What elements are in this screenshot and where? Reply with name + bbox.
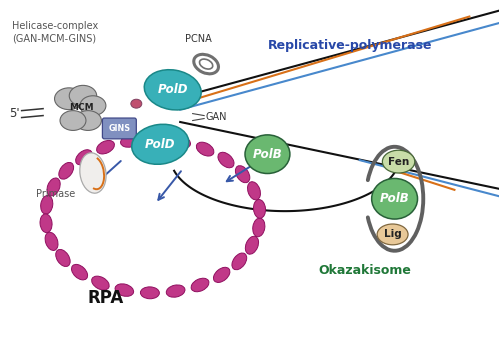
Text: GINS: GINS xyxy=(108,124,130,133)
Text: Fen: Fen xyxy=(388,157,409,167)
Text: Okazakisome: Okazakisome xyxy=(318,264,411,277)
Ellipse shape xyxy=(80,96,106,116)
FancyBboxPatch shape xyxy=(102,118,136,139)
Ellipse shape xyxy=(372,179,418,219)
Ellipse shape xyxy=(248,182,260,200)
Ellipse shape xyxy=(218,152,234,168)
Ellipse shape xyxy=(382,150,415,173)
Ellipse shape xyxy=(172,136,191,148)
Ellipse shape xyxy=(200,59,212,69)
Text: Primase: Primase xyxy=(36,189,75,199)
Ellipse shape xyxy=(45,232,58,251)
Text: 5': 5' xyxy=(9,107,20,120)
Text: Replicative-polymerase: Replicative-polymerase xyxy=(268,39,432,52)
Ellipse shape xyxy=(40,214,52,233)
Ellipse shape xyxy=(194,54,218,74)
Ellipse shape xyxy=(245,135,290,174)
Ellipse shape xyxy=(252,218,265,237)
Text: RPA: RPA xyxy=(88,289,124,307)
Ellipse shape xyxy=(115,284,134,296)
Text: MCM: MCM xyxy=(68,103,94,112)
Ellipse shape xyxy=(144,70,201,110)
Ellipse shape xyxy=(254,199,266,218)
Ellipse shape xyxy=(96,141,114,154)
Ellipse shape xyxy=(131,99,142,108)
Ellipse shape xyxy=(47,178,60,196)
Ellipse shape xyxy=(196,142,214,156)
Ellipse shape xyxy=(246,236,258,254)
Ellipse shape xyxy=(132,124,189,164)
Ellipse shape xyxy=(72,264,88,280)
Text: GAN: GAN xyxy=(205,112,227,122)
Text: PolB: PolB xyxy=(380,192,410,205)
Ellipse shape xyxy=(59,163,74,179)
Text: PCNA: PCNA xyxy=(186,34,212,44)
Ellipse shape xyxy=(146,133,165,145)
Ellipse shape xyxy=(120,135,140,147)
Text: PolD: PolD xyxy=(145,138,176,151)
Ellipse shape xyxy=(236,166,250,183)
Text: PolD: PolD xyxy=(158,83,188,96)
Ellipse shape xyxy=(70,85,96,106)
Ellipse shape xyxy=(214,267,230,283)
Text: Lig: Lig xyxy=(384,229,402,239)
Ellipse shape xyxy=(54,88,84,110)
Ellipse shape xyxy=(56,250,70,267)
Text: PolB: PolB xyxy=(252,148,282,161)
Text: Helicase-complex
(GAN-MCM-GINS): Helicase-complex (GAN-MCM-GINS) xyxy=(12,21,98,43)
Ellipse shape xyxy=(191,278,209,292)
Ellipse shape xyxy=(74,111,102,130)
Ellipse shape xyxy=(40,196,53,214)
Ellipse shape xyxy=(166,285,185,297)
Ellipse shape xyxy=(92,276,109,290)
Ellipse shape xyxy=(232,253,246,270)
Ellipse shape xyxy=(140,287,160,299)
Ellipse shape xyxy=(76,150,92,165)
Ellipse shape xyxy=(377,224,408,245)
Ellipse shape xyxy=(80,153,106,193)
Ellipse shape xyxy=(60,111,86,130)
